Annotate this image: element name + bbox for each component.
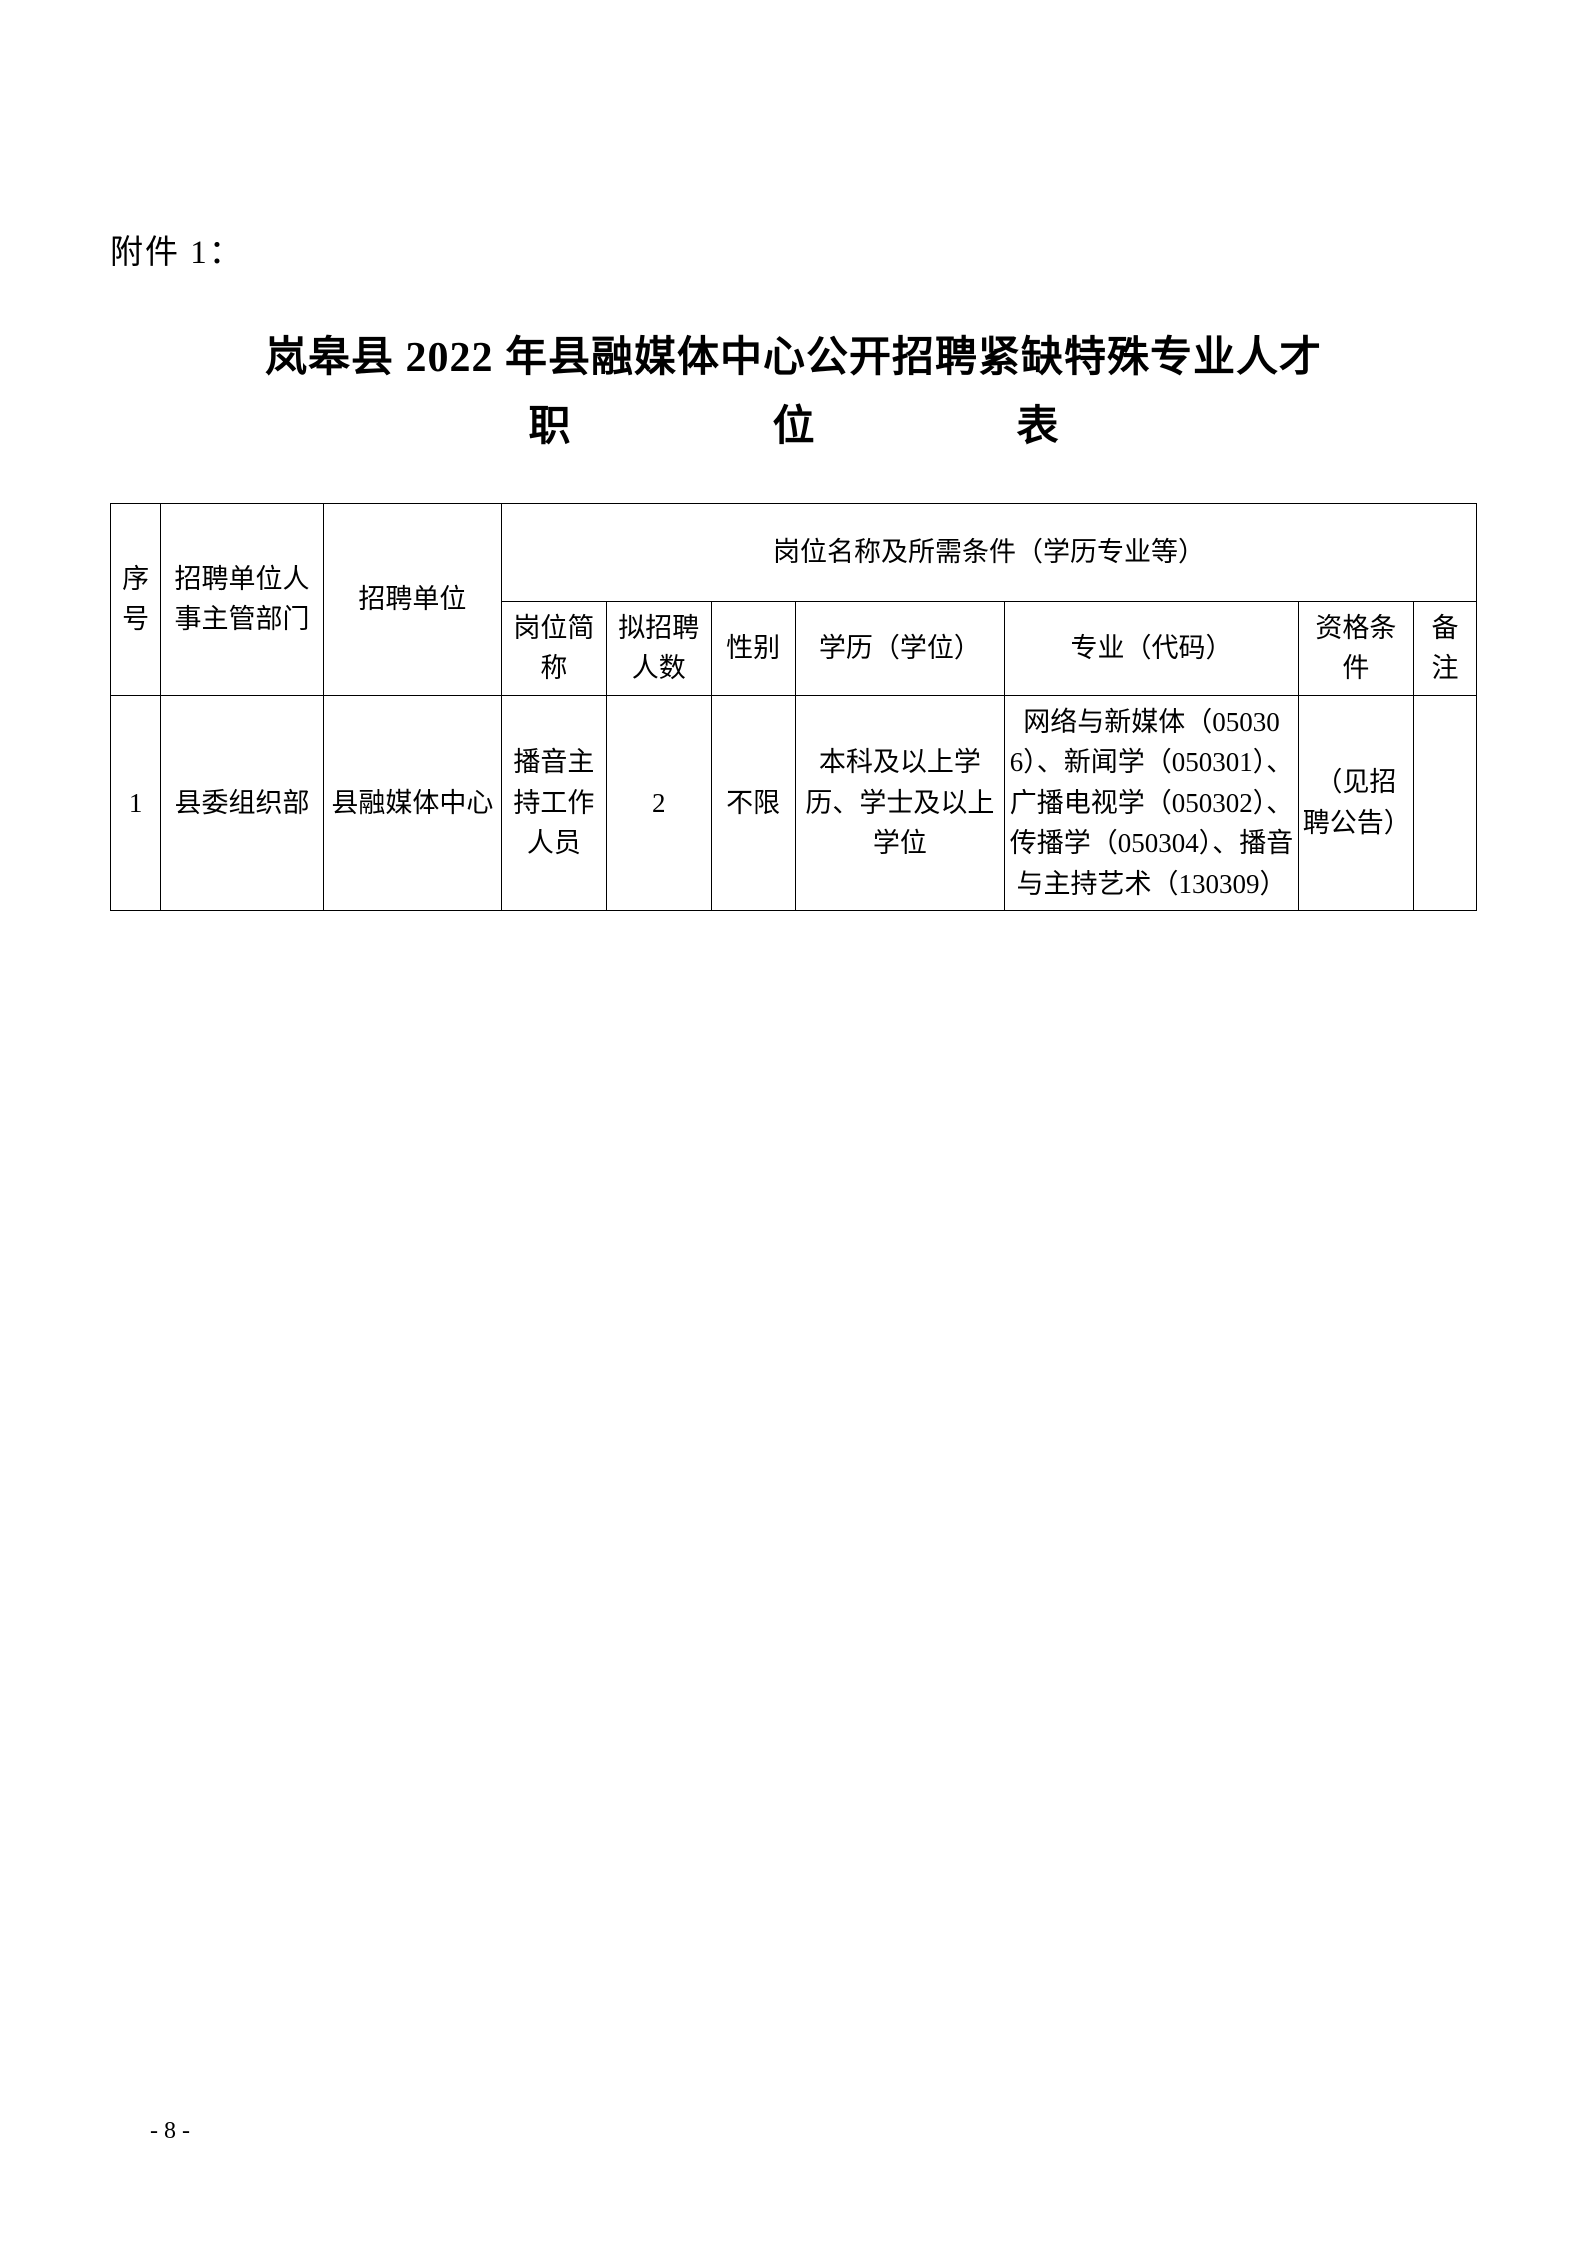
header-unit: 招聘单位 xyxy=(323,504,501,696)
table-header: 序号 招聘单位人事主管部门 招聘单位 岗位名称及所需条件（学历专业等） 岗位简称… xyxy=(111,504,1477,696)
cell-count: 2 xyxy=(606,695,711,911)
cell-gender: 不限 xyxy=(711,695,795,911)
document-title-line2: 职 位 表 xyxy=(110,392,1477,453)
cell-remark xyxy=(1414,695,1477,911)
header-dept: 招聘单位人事主管部门 xyxy=(161,504,323,696)
header-edu: 学历（学位） xyxy=(795,601,1005,695)
cell-major: 网络与新媒体（050306）、新闻学（050301）、广播电视学（050302）… xyxy=(1005,695,1299,911)
header-group: 岗位名称及所需条件（学历专业等） xyxy=(502,504,1477,602)
cell-dept: 县委组织部 xyxy=(161,695,323,911)
cell-unit: 县融媒体中心 xyxy=(323,695,501,911)
header-seq: 序号 xyxy=(111,504,161,696)
document-page: 附件 1： 岚皋县 2022 年县融媒体中心公开招聘紧缺特殊专业人才 职 位 表… xyxy=(0,0,1587,2245)
page-number: - 8 - xyxy=(150,2118,190,2145)
cell-edu: 本科及以上学历、学士及以上学位 xyxy=(795,695,1005,911)
header-remark: 备注 xyxy=(1414,601,1477,695)
document-title-line1: 岚皋县 2022 年县融媒体中心公开招聘紧缺特殊专业人才 xyxy=(110,323,1477,384)
header-pos: 岗位简称 xyxy=(502,601,607,695)
attachment-label: 附件 1： xyxy=(110,225,1477,273)
header-qual: 资格条件 xyxy=(1298,601,1413,695)
header-major: 专业（代码） xyxy=(1005,601,1299,695)
table-row: 1 县委组织部 县融媒体中心 播音主持工作人员 2 不限 本科及以上学历、学士及… xyxy=(111,695,1477,911)
table-body: 1 县委组织部 县融媒体中心 播音主持工作人员 2 不限 本科及以上学历、学士及… xyxy=(111,695,1477,911)
cell-pos: 播音主持工作人员 xyxy=(502,695,607,911)
header-gender: 性别 xyxy=(711,601,795,695)
cell-seq: 1 xyxy=(111,695,161,911)
cell-qual: （见招聘公告） xyxy=(1298,695,1413,911)
header-count: 拟招聘人数 xyxy=(606,601,711,695)
job-position-table: 序号 招聘单位人事主管部门 招聘单位 岗位名称及所需条件（学历专业等） 岗位简称… xyxy=(110,503,1477,911)
